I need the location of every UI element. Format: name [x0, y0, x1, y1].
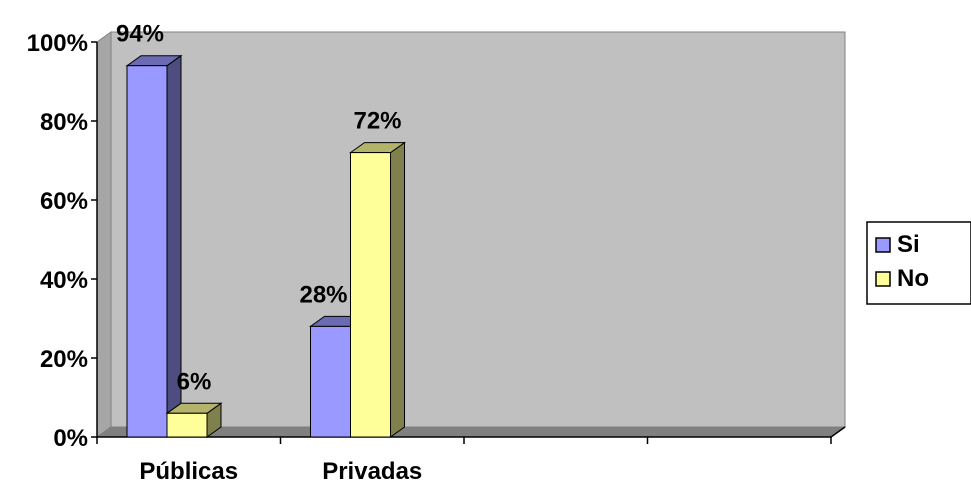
axes: 0% 20% 40% 60% 80% 100% Públicas Privadas — [27, 30, 846, 484]
x-category-label: Públicas — [139, 458, 238, 484]
x-axis-depth-line — [830, 426, 846, 438]
data-labels: 94% 28% 6% 72% — [116, 21, 402, 396]
y-tick-label: 60% — [40, 188, 88, 215]
legend-swatch-si — [875, 237, 891, 253]
bar-si — [125, 54, 183, 438]
bar-side — [390, 141, 405, 438]
legend-label-si: Si — [897, 231, 920, 258]
side-wall — [96, 31, 112, 438]
bar-front — [126, 65, 168, 438]
y-tick-label: 40% — [40, 267, 88, 294]
y-tick-label: 100% — [27, 30, 88, 57]
legend-box — [866, 221, 971, 305]
y-tick-label: 20% — [40, 346, 88, 373]
data-label: 94% — [116, 21, 164, 48]
data-label: 28% — [299, 281, 347, 308]
bar-front — [310, 325, 351, 438]
legend-swatch-no — [875, 271, 891, 287]
bars — [125, 54, 407, 438]
bar-front — [350, 152, 391, 438]
y-tick-label: 0% — [53, 425, 88, 452]
data-label: 72% — [353, 108, 401, 135]
bar-no — [348, 141, 407, 438]
bar-front — [166, 412, 208, 438]
legend: Si No — [866, 221, 971, 305]
y-tick-label: 80% — [40, 109, 88, 136]
x-category-label: Privadas — [322, 458, 422, 484]
bar-no — [165, 402, 223, 438]
legend-label-no: No — [897, 265, 929, 292]
data-label: 6% — [177, 368, 212, 395]
back-wall — [110, 31, 846, 428]
